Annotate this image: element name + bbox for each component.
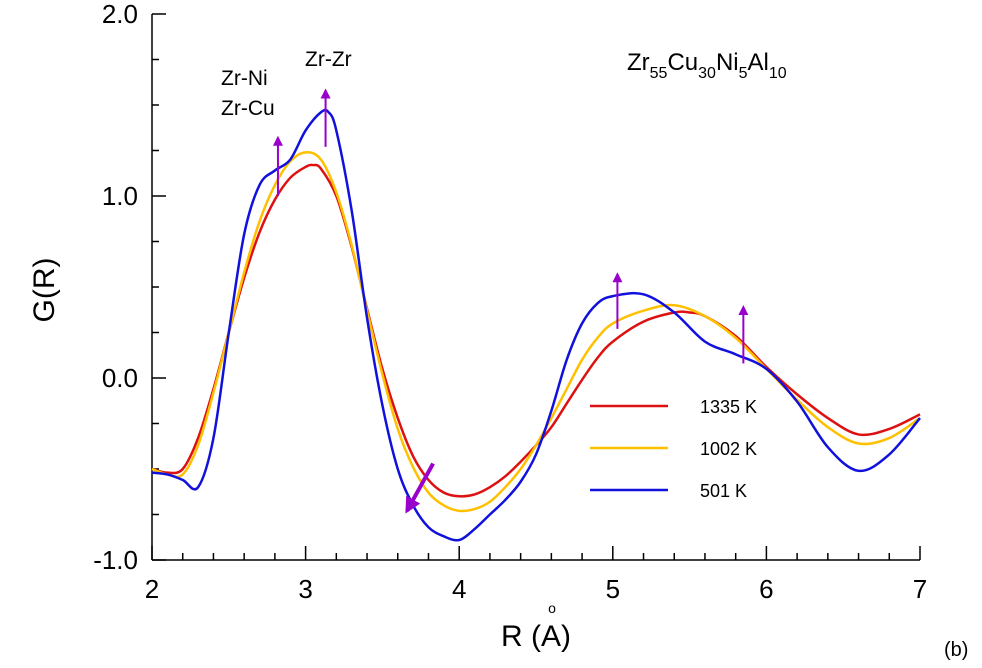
y-tick-label: 0.0 <box>102 363 138 393</box>
arrows <box>272 88 749 514</box>
y-tick-label: -1.0 <box>93 545 138 575</box>
legend-label: 1002 K <box>700 439 757 459</box>
series-line-501-k <box>151 108 921 542</box>
y-axis-label: G(R) <box>28 258 61 323</box>
x-axis-label-ring: o <box>548 600 556 616</box>
x-axis-label: R (A) <box>501 620 571 653</box>
y-tick-label: 2.0 <box>102 0 138 29</box>
annotation-zr-ni: Zr-Ni <box>221 67 268 90</box>
composition-label: Zr55Cu30Ni5Al10 <box>627 49 787 82</box>
legend-label: 501 K <box>700 481 747 501</box>
tick-labels: 2 3 4 5 6 7 -1.0 0.0 1.0 2.0 <box>93 0 927 604</box>
y-tick-label: 1.0 <box>102 181 138 211</box>
ticks <box>151 13 921 561</box>
x-tick-label: 6 <box>759 574 773 604</box>
series-lines <box>151 108 921 542</box>
annotation-zr-zr: Zr-Zr <box>305 48 352 71</box>
x-tick-label: 3 <box>298 574 312 604</box>
x-tick-label: 2 <box>145 574 159 604</box>
x-tick-label: 4 <box>452 574 466 604</box>
xlabel: R (A) o <box>501 600 571 653</box>
x-tick-label: 5 <box>606 574 620 604</box>
series-line-1002-k <box>151 151 921 513</box>
ylabel: G(R) <box>28 258 61 323</box>
legend: 1335 K 1002 K 501 K <box>590 397 757 501</box>
x-tick-label: 7 <box>913 574 927 604</box>
legend-label: 1335 K <box>700 397 757 417</box>
annotation-zr-cu: Zr-Cu <box>221 97 275 120</box>
panel-label: (b) <box>944 639 968 661</box>
arrow-down-left <box>405 462 435 514</box>
plot-frame <box>151 14 920 561</box>
